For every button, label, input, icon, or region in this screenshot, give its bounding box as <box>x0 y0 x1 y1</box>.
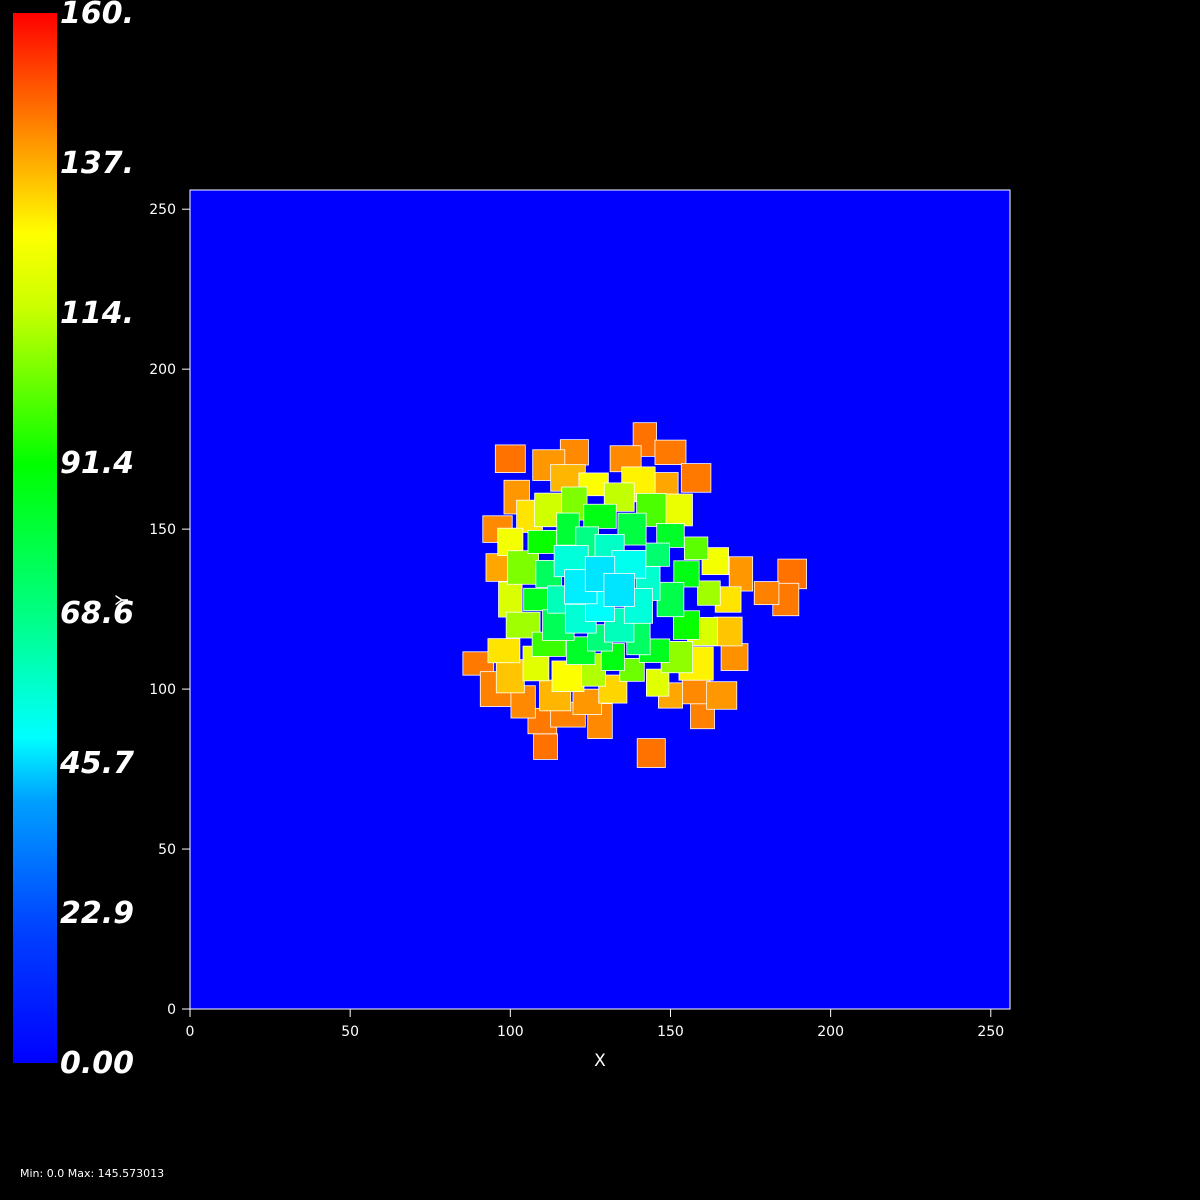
cluster-cell <box>660 493 693 527</box>
cluster-cell <box>533 733 558 760</box>
colorbar: 160. 137. 114. 91.4 68.6 45.7 22.9 0.00 <box>13 0 134 1081</box>
cluster-cell <box>728 556 754 592</box>
cluster-cell <box>706 681 738 710</box>
y-tick-label: 150 <box>149 522 176 538</box>
y-axis-ticks: 0 50 100 150 200 250 <box>149 202 190 1018</box>
x-tick-label: 250 <box>977 1024 1004 1040</box>
cluster-cell <box>507 550 539 585</box>
cluster-cell <box>697 580 721 606</box>
colorbar-label: 137. <box>60 146 134 181</box>
cluster-cell <box>527 529 558 554</box>
colorbar-label: 114. <box>60 296 134 331</box>
colorbar-labels: 160. 137. 114. 91.4 68.6 45.7 22.9 0.00 <box>59 0 134 1081</box>
cluster-cell <box>646 668 670 697</box>
cluster-cell <box>583 503 617 529</box>
heatmap-plot: 0 50 100 150 200 250 0 50 100 150 200 250 X Y <box>113 189 1011 1071</box>
cluster-cell <box>495 659 525 694</box>
x-tick-label: 200 <box>817 1024 844 1040</box>
x-tick-label: 150 <box>657 1024 684 1040</box>
y-tick-label: 0 <box>167 1002 176 1018</box>
cluster-cell <box>654 439 687 465</box>
cluster-cell <box>713 616 743 647</box>
y-tick-label: 250 <box>149 202 176 218</box>
cluster-cells <box>462 422 807 768</box>
colorbar-label: 68.6 <box>60 596 134 631</box>
cluster-cell <box>656 523 685 548</box>
cluster-cell <box>603 572 635 607</box>
cluster-cell <box>485 553 510 582</box>
cluster-cell <box>680 463 712 493</box>
x-tick-label: 50 <box>341 1024 359 1040</box>
x-axis-ticks: 0 50 100 150 200 250 <box>186 1009 1004 1040</box>
colorbar-label: 0.00 <box>60 1046 134 1081</box>
colorbar-label: 22.9 <box>60 896 134 931</box>
colorbar-gradient <box>13 13 57 1063</box>
cluster-cell <box>701 547 729 576</box>
cluster-cell <box>572 688 602 715</box>
y-tick-label: 100 <box>149 682 176 698</box>
y-tick-label: 50 <box>158 842 176 858</box>
stats-readout: Min: 0.0 Max: 145.573013 <box>20 1167 164 1180</box>
cluster-cell <box>551 660 585 692</box>
cluster-cell <box>673 560 700 588</box>
colorbar-label: 45.7 <box>59 746 134 781</box>
cluster-cell <box>720 643 749 671</box>
plot-frame <box>189 189 1011 1010</box>
cluster-cell <box>753 581 780 606</box>
cluster-cell <box>683 536 709 561</box>
cluster-cell <box>523 587 549 612</box>
cluster-cell <box>487 638 521 664</box>
cluster-cell <box>656 581 685 618</box>
cluster-cell <box>462 651 495 676</box>
x-tick-label: 100 <box>497 1024 524 1040</box>
cluster-cell <box>494 444 526 473</box>
y-tick-label: 200 <box>149 362 176 378</box>
cluster-cell <box>645 542 670 567</box>
cluster-cell <box>636 738 666 768</box>
x-axis-title: X <box>594 1051 606 1071</box>
colorbar-label: 160. <box>60 0 134 31</box>
colorbar-label: 91.4 <box>60 446 134 481</box>
x-tick-label: 0 <box>186 1024 195 1040</box>
y-axis-title: Y <box>113 594 133 606</box>
